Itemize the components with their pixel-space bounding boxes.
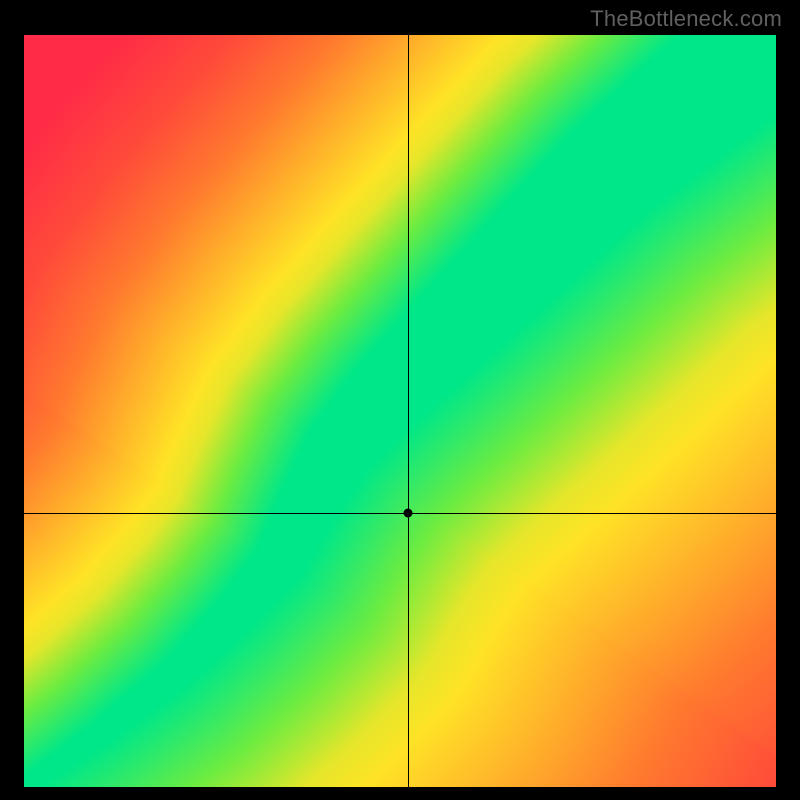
bottleneck-heatmap: [24, 35, 776, 787]
crosshair-vertical: [408, 35, 409, 787]
watermark-text: TheBottleneck.com: [590, 6, 782, 32]
crosshair-point[interactable]: [403, 508, 412, 517]
heatmap-canvas: [24, 35, 776, 787]
crosshair-horizontal: [24, 513, 776, 514]
